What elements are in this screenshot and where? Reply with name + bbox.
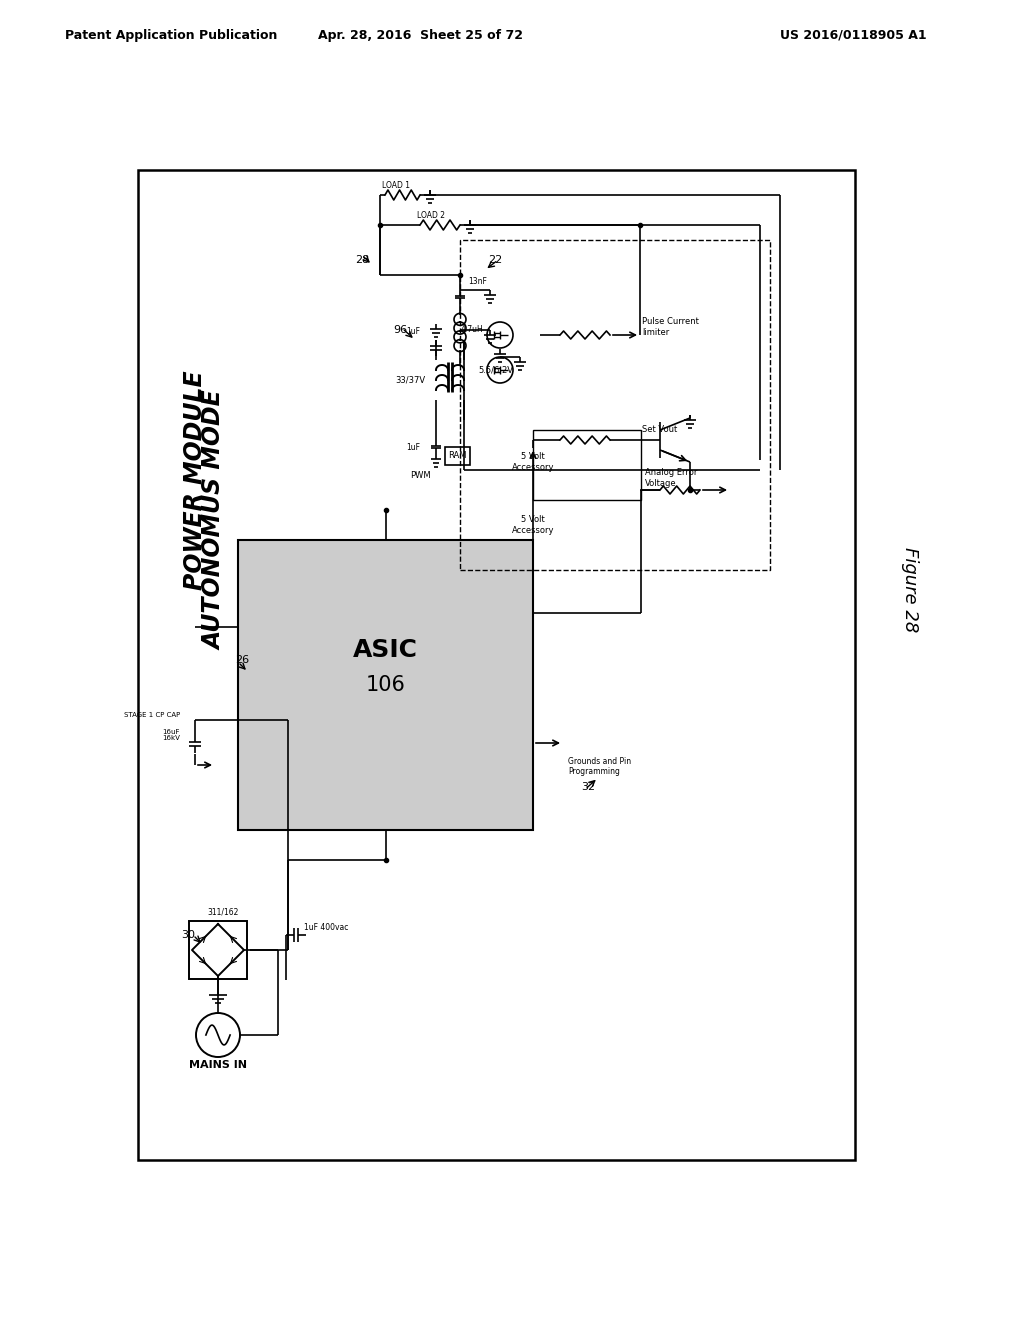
Bar xyxy=(534,430,641,500)
Circle shape xyxy=(487,322,513,348)
Text: 22: 22 xyxy=(487,255,502,265)
Text: 5 Volt
Accessory: 5 Volt Accessory xyxy=(512,453,554,471)
Text: 30: 30 xyxy=(181,931,195,940)
Text: Patent Application Publication: Patent Application Publication xyxy=(65,29,278,41)
Text: 16uF
16kV: 16uF 16kV xyxy=(162,729,180,742)
Text: 33/37V: 33/37V xyxy=(395,375,425,384)
Circle shape xyxy=(487,356,513,383)
Text: 4.7uH: 4.7uH xyxy=(461,326,483,334)
Text: 311/162: 311/162 xyxy=(207,908,239,916)
Text: 1uF 400vac: 1uF 400vac xyxy=(304,924,348,932)
Text: LOAD 1: LOAD 1 xyxy=(382,181,410,190)
Bar xyxy=(189,921,247,978)
Text: POWER MODULE: POWER MODULE xyxy=(183,370,207,590)
Text: Grounds and Pin
Programming: Grounds and Pin Programming xyxy=(568,756,631,776)
Text: RAM: RAM xyxy=(447,451,466,461)
Text: Pulse Current
limiter: Pulse Current limiter xyxy=(642,317,698,337)
Circle shape xyxy=(196,1012,240,1057)
Text: 106: 106 xyxy=(366,675,406,696)
Bar xyxy=(238,540,534,830)
Text: STAGE 1 CP CAP: STAGE 1 CP CAP xyxy=(124,711,180,718)
Text: LOAD 2: LOAD 2 xyxy=(417,211,445,220)
Text: Analog Error
Voltage: Analog Error Voltage xyxy=(645,469,697,487)
Text: 5.5/6.2V: 5.5/6.2V xyxy=(478,366,513,375)
Text: ASIC: ASIC xyxy=(353,638,418,663)
Text: 5 Volt
Accessory: 5 Volt Accessory xyxy=(512,515,554,535)
Text: 1uF: 1uF xyxy=(406,444,420,453)
Text: PWM: PWM xyxy=(410,470,430,479)
Text: 32: 32 xyxy=(581,781,595,792)
Text: 1uF: 1uF xyxy=(406,327,420,337)
Text: US 2016/0118905 A1: US 2016/0118905 A1 xyxy=(780,29,927,41)
Bar xyxy=(138,170,855,1160)
Text: AUTONOMUS MODE: AUTONOMUS MODE xyxy=(203,391,227,649)
Bar xyxy=(445,447,470,465)
Text: MAINS IN: MAINS IN xyxy=(189,1060,247,1071)
Text: 13nF: 13nF xyxy=(469,277,487,286)
Text: 28: 28 xyxy=(355,255,369,265)
Text: 26: 26 xyxy=(234,655,249,665)
Text: Apr. 28, 2016  Sheet 25 of 72: Apr. 28, 2016 Sheet 25 of 72 xyxy=(317,29,522,41)
Text: 96: 96 xyxy=(393,325,408,335)
Text: Figure 28: Figure 28 xyxy=(901,548,919,632)
Text: Set Vout: Set Vout xyxy=(642,425,677,434)
